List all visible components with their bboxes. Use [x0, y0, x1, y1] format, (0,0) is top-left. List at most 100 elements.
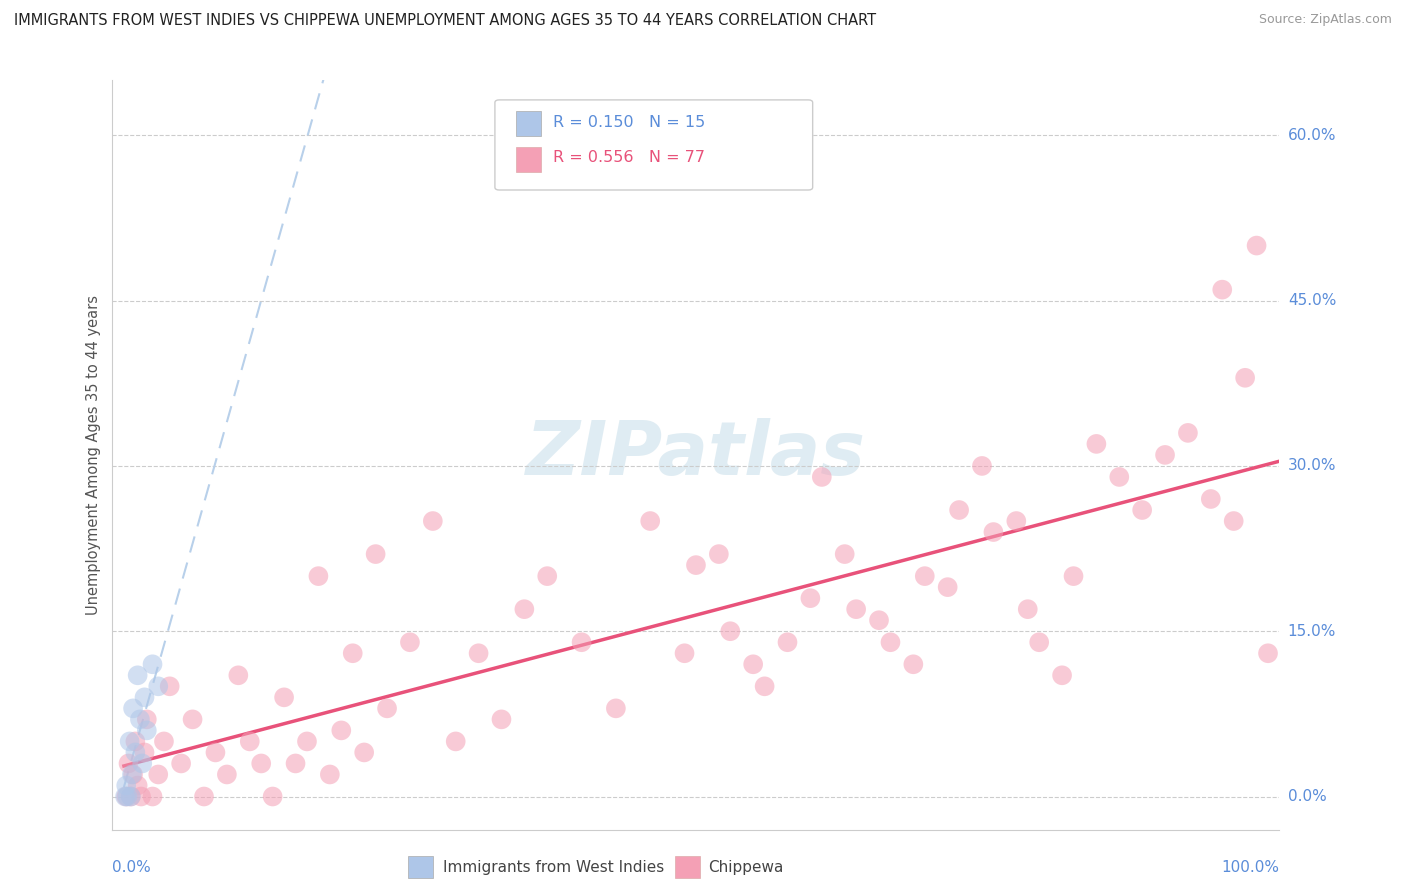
Point: [127, 779, 149, 793]
Point: [250, 756, 273, 771]
Point: [1222, 514, 1244, 528]
Point: [115, 789, 138, 804]
Text: 60.0%: 60.0%: [1288, 128, 1336, 143]
Point: [444, 734, 467, 748]
Point: [262, 789, 284, 804]
Point: [135, 712, 157, 726]
Point: [273, 690, 295, 705]
Point: [118, 734, 141, 748]
Point: [148, 679, 170, 693]
Point: [120, 789, 142, 804]
Point: [776, 635, 799, 649]
Point: [718, 624, 741, 639]
Text: 15.0%: 15.0%: [1288, 624, 1336, 639]
Text: Immigrants from West Indies: Immigrants from West Indies: [443, 860, 664, 874]
Point: [129, 789, 152, 804]
Text: ZIPatlas: ZIPatlas: [526, 418, 866, 491]
Point: [673, 646, 696, 660]
Point: [228, 668, 250, 682]
Text: Chippewa: Chippewa: [709, 860, 785, 874]
Point: [120, 789, 142, 804]
Point: [1246, 238, 1268, 252]
Point: [399, 635, 422, 649]
Point: [124, 746, 146, 760]
Point: [903, 657, 925, 672]
Point: [215, 767, 238, 781]
Point: [983, 524, 1005, 539]
Point: [122, 767, 145, 781]
Text: 30.0%: 30.0%: [1288, 458, 1336, 474]
Point: [638, 514, 661, 528]
Point: [513, 602, 536, 616]
Point: [127, 668, 149, 682]
Point: [948, 503, 970, 517]
Point: [170, 756, 193, 771]
Point: [1005, 514, 1028, 528]
Text: Source: ZipAtlas.com: Source: ZipAtlas.com: [1258, 13, 1392, 27]
Point: [124, 734, 146, 748]
Point: [467, 646, 489, 660]
Text: R = 0.150   N = 15: R = 0.150 N = 15: [553, 115, 704, 129]
Point: [141, 657, 163, 672]
Point: [685, 558, 707, 573]
Point: [204, 746, 226, 760]
Text: 0.0%: 0.0%: [112, 860, 152, 875]
Text: 100.0%: 100.0%: [1222, 860, 1279, 875]
Point: [181, 712, 204, 726]
Point: [1211, 283, 1233, 297]
Point: [1154, 448, 1177, 462]
Point: [1108, 470, 1130, 484]
Point: [153, 734, 176, 748]
Point: [1050, 668, 1073, 682]
Y-axis label: Unemployment Among Ages 35 to 44 years: Unemployment Among Ages 35 to 44 years: [86, 295, 101, 615]
Point: [134, 690, 156, 705]
Point: [1017, 602, 1039, 616]
Point: [536, 569, 558, 583]
Point: [491, 712, 513, 726]
Point: [342, 646, 364, 660]
Text: 45.0%: 45.0%: [1288, 293, 1336, 308]
Point: [1028, 635, 1050, 649]
Point: [239, 734, 262, 748]
Point: [284, 756, 307, 771]
Point: [134, 746, 156, 760]
Point: [834, 547, 856, 561]
Point: [422, 514, 444, 528]
Point: [115, 779, 138, 793]
Point: [131, 756, 153, 771]
Point: [295, 734, 318, 748]
Point: [707, 547, 730, 561]
Text: IMMIGRANTS FROM WEST INDIES VS CHIPPEWA UNEMPLOYMENT AMONG AGES 35 TO 44 YEARS C: IMMIGRANTS FROM WEST INDIES VS CHIPPEWA …: [14, 13, 876, 29]
Point: [799, 591, 821, 606]
Point: [845, 602, 868, 616]
Point: [754, 679, 776, 693]
Point: [742, 657, 765, 672]
Point: [1199, 491, 1222, 506]
Point: [1130, 503, 1153, 517]
Point: [135, 723, 157, 738]
Point: [879, 635, 901, 649]
Point: [117, 789, 139, 804]
Point: [141, 789, 163, 804]
Point: [1177, 425, 1199, 440]
Point: [307, 569, 329, 583]
Point: [122, 701, 145, 715]
Point: [330, 723, 353, 738]
Point: [970, 458, 993, 473]
Point: [117, 756, 139, 771]
Point: [1063, 569, 1085, 583]
Point: [605, 701, 627, 715]
Point: [1257, 646, 1279, 660]
Point: [114, 789, 136, 804]
Point: [364, 547, 387, 561]
Point: [1085, 437, 1108, 451]
Point: [811, 470, 834, 484]
Point: [571, 635, 593, 649]
Point: [193, 789, 215, 804]
Point: [936, 580, 959, 594]
Text: 0.0%: 0.0%: [1288, 789, 1326, 804]
Point: [1234, 371, 1257, 385]
Point: [868, 613, 890, 627]
Point: [319, 767, 342, 781]
Point: [148, 767, 170, 781]
